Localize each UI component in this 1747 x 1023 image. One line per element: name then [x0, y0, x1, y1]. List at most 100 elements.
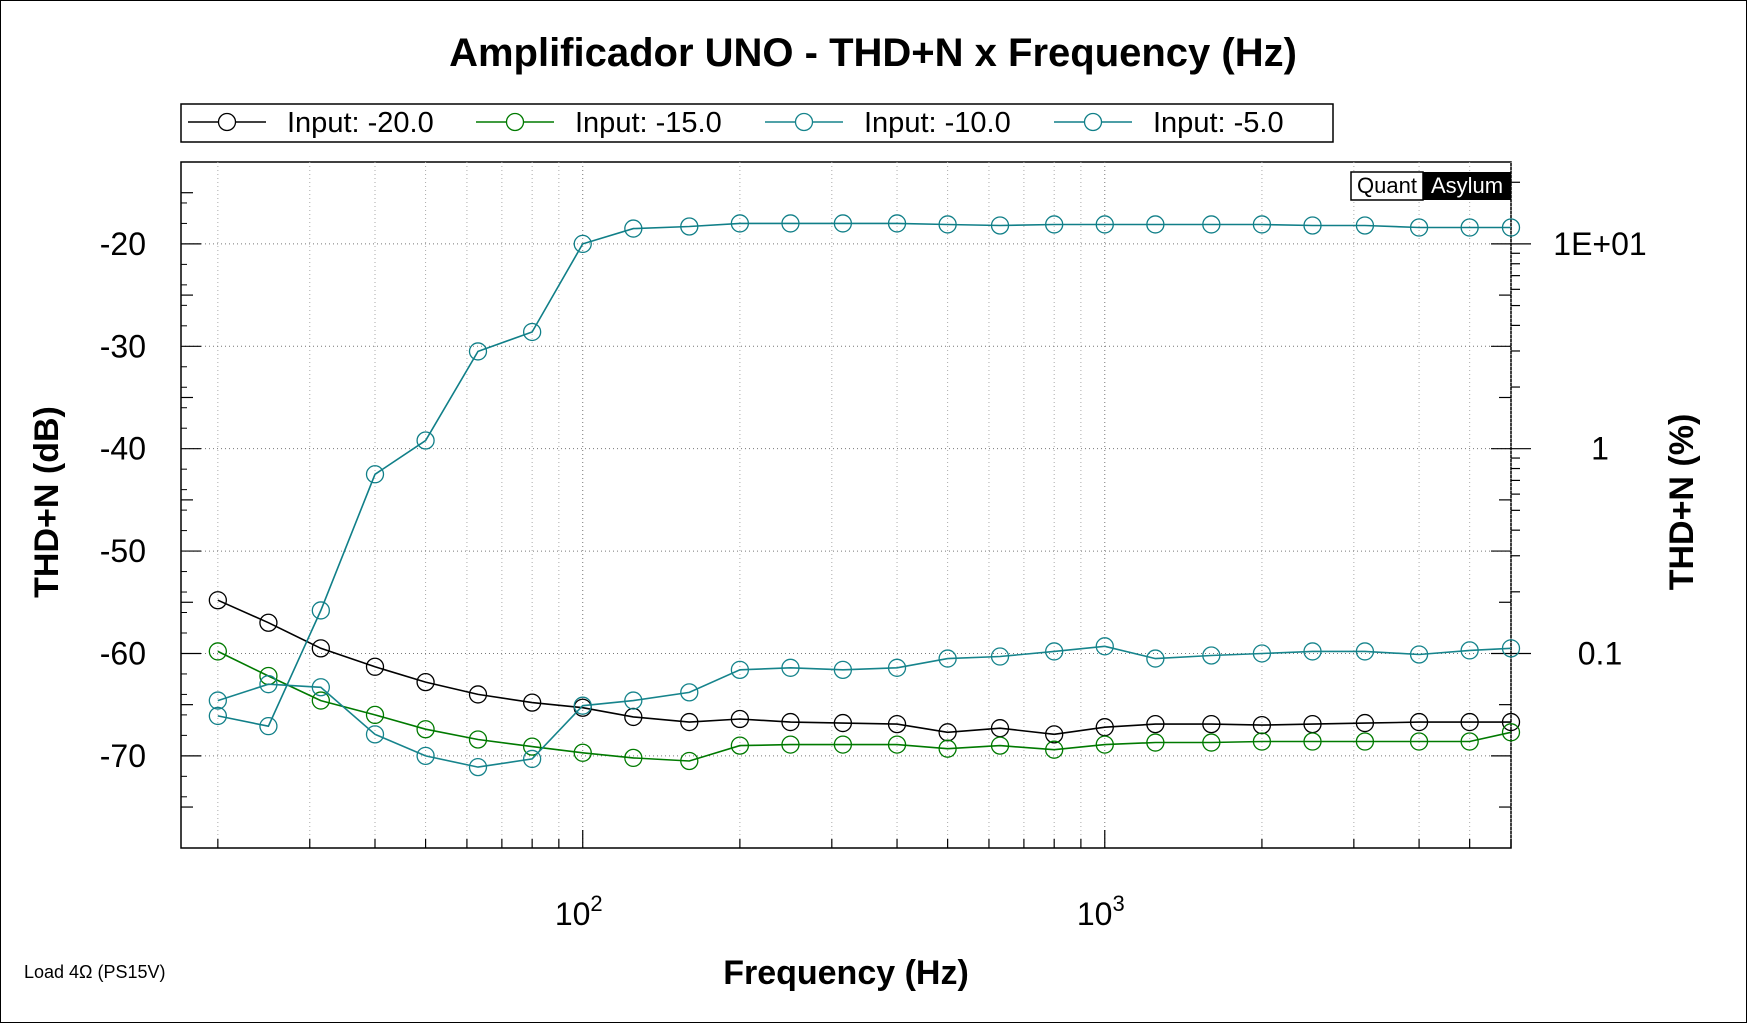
y-tick-label: -40: [100, 431, 146, 467]
data-point: [730, 709, 750, 729]
data-point: [522, 749, 542, 769]
data-point: [416, 431, 435, 450]
data-point: [938, 739, 957, 758]
data-point: [208, 642, 227, 661]
data-point: [1409, 732, 1429, 751]
data-point: [680, 751, 699, 771]
data-point: [680, 712, 699, 732]
data-point: [1409, 712, 1429, 732]
data-point: [990, 216, 1010, 235]
data-point: [1355, 216, 1375, 235]
data-point: [938, 215, 957, 234]
data-point: [468, 685, 488, 704]
series-layer: [208, 214, 1521, 777]
data-point: [1252, 732, 1272, 751]
data-point: [1303, 642, 1322, 661]
y-tick-label: -30: [100, 328, 146, 364]
legend-box: [180, 103, 1334, 143]
series-4: [208, 214, 1521, 736]
data-point: [833, 713, 853, 733]
data-point: [208, 591, 227, 610]
data-point: [1202, 215, 1221, 234]
data-point: [208, 706, 227, 726]
data-point: [1409, 645, 1429, 664]
data-point: [1252, 644, 1272, 663]
legend-marker: [505, 112, 525, 132]
y2-tick-label: 0.1: [1578, 635, 1622, 671]
legend-entry: Input: -20.0: [287, 107, 434, 139]
data-point: [311, 678, 330, 697]
data-point: [1202, 646, 1221, 665]
data-point: [680, 217, 699, 236]
data-point: [1460, 218, 1479, 237]
plot-area: [180, 161, 1512, 849]
data-point: [1460, 712, 1479, 732]
data-point: [259, 675, 278, 694]
data-point: [887, 735, 907, 754]
data-point: [1252, 215, 1272, 234]
data-point: [573, 743, 592, 762]
data-point: [468, 757, 488, 777]
data-point: [990, 647, 1010, 666]
brand-right: Asylum: [1431, 173, 1503, 198]
data-point: [1045, 725, 1064, 744]
data-point: [468, 342, 488, 361]
data-point: [365, 465, 385, 484]
brand-logo: Quant Asylum: [1350, 171, 1511, 201]
series-2: [208, 642, 1521, 771]
data-point: [1045, 215, 1064, 234]
data-point: [416, 746, 435, 766]
legend-marker: [1083, 112, 1103, 132]
chart-title: Amplificador UNO - THD+N x Frequency (Hz…: [449, 31, 1297, 75]
data-point: [311, 601, 330, 620]
data-point: [522, 693, 542, 712]
data-point: [990, 736, 1010, 755]
data-point: [887, 214, 907, 233]
data-point: [1095, 215, 1114, 234]
data-point: [1460, 732, 1479, 751]
data-point: [311, 691, 330, 710]
data-point: [938, 649, 957, 668]
x-tick-label: 103: [1077, 891, 1125, 932]
x-axis-label: Frequency (Hz): [723, 954, 969, 992]
data-point: [416, 720, 435, 739]
data-point: [573, 696, 592, 715]
data-point: [468, 730, 488, 749]
legend-entry: Input: -5.0: [1153, 107, 1284, 139]
data-point: [781, 658, 800, 677]
data-point: [887, 714, 907, 734]
data-point: [522, 322, 542, 342]
data-point: [1501, 639, 1521, 658]
legend-entry: Input: -10.0: [864, 107, 1011, 139]
y2-axis-label: THD+N (%): [1663, 414, 1701, 591]
legend: Input: -20.0 Input: -15.0 Input: -10.0 Inpu…: [180, 103, 1334, 143]
data-point: [259, 613, 278, 632]
data-point: [887, 658, 907, 677]
legend-entry: Input: -15.0: [575, 107, 722, 139]
data-point: [730, 214, 750, 233]
data-point: [208, 691, 227, 710]
data-point: [1303, 216, 1322, 235]
data-point: [730, 660, 750, 679]
data-point: [365, 725, 385, 744]
legend-marker: [217, 112, 237, 132]
y2-tick-label: 1: [1591, 431, 1609, 467]
data-point: [1355, 713, 1375, 733]
data-point: [1202, 714, 1221, 734]
data-point: [624, 691, 643, 710]
data-point: [259, 717, 278, 736]
data-point: [1202, 733, 1221, 752]
data-point: [573, 234, 592, 254]
data-point: [1460, 641, 1479, 660]
data-point: [365, 657, 385, 676]
y-tick-label: -20: [100, 226, 146, 262]
data-point: [833, 735, 853, 754]
data-point: [1409, 218, 1429, 237]
data-point: [781, 712, 800, 732]
data-point: [311, 639, 330, 658]
data-point: [1146, 649, 1165, 668]
data-point: [365, 705, 385, 725]
data-point: [624, 748, 643, 768]
data-point: [1095, 637, 1114, 656]
